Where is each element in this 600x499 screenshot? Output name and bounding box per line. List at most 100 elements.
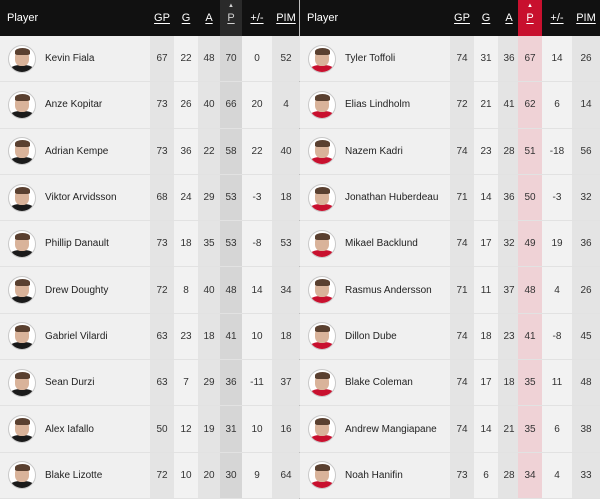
plusminus-cell: 6 — [554, 423, 560, 435]
gp-cell: 71 — [450, 174, 474, 221]
left-stats-table: Player GP G A ▲ P +/- PIM Kevin Fiala 67 2… — [0, 0, 300, 499]
player-name-link[interactable]: Mikael Backlund — [345, 238, 418, 250]
a-column-header[interactable]: A — [505, 12, 513, 24]
p-column-header[interactable]: ▲ P — [220, 0, 242, 36]
plusminus-cell: -8 — [252, 238, 262, 250]
player-headshot-icon — [308, 461, 336, 490]
player-headshot-icon — [308, 183, 336, 212]
pim-cell: 26 — [572, 36, 600, 82]
player-name-link[interactable]: Andrew Mangiapane — [345, 423, 437, 435]
table-row[interactable]: Blake Coleman 74 17 18 35 11 48 — [300, 360, 600, 407]
plusminus-cell: 9 — [254, 469, 260, 481]
table-row[interactable]: Drew Doughty 72 8 40 48 14 34 — [0, 267, 300, 314]
a-cell: 28 — [498, 128, 520, 174]
player-name-link[interactable]: Kevin Fiala — [45, 53, 95, 65]
table-row[interactable]: Andrew Mangiapane 74 14 21 35 6 38 — [300, 406, 600, 453]
player-column-header[interactable]: Player — [307, 12, 339, 24]
gp-column-header[interactable]: GP — [154, 12, 170, 24]
p-cell: 53 — [220, 221, 242, 267]
player-name-link[interactable]: Dillon Dube — [345, 330, 397, 342]
gp-cell: 74 — [450, 406, 474, 452]
table-row[interactable]: Anze Kopitar 73 26 40 66 20 4 — [0, 82, 300, 129]
p-cell: 51 — [518, 128, 542, 174]
pim-cell: 32 — [572, 174, 600, 221]
p-cell: 49 — [518, 221, 542, 267]
p-column-label: P — [526, 12, 534, 24]
sort-up-icon: ▲ — [228, 3, 234, 9]
player-name-link[interactable]: Tyler Toffoli — [345, 53, 396, 65]
table-row[interactable]: Viktor Arvidsson 68 24 29 53 -3 18 — [0, 174, 300, 222]
table-row[interactable]: Elias Lindholm 72 21 41 62 6 14 — [300, 82, 600, 129]
player-column-header[interactable]: Player — [7, 12, 39, 24]
pim-cell: 14 — [572, 82, 600, 128]
player-cell: Gabriel Vilardi — [0, 313, 150, 360]
player-headshot-icon — [308, 44, 336, 73]
table-row[interactable]: Phillip Danault 73 18 35 53 -8 53 — [0, 221, 300, 268]
table-row[interactable]: Nazem Kadri 74 23 28 51 -18 56 — [300, 128, 600, 175]
plusminus-cell: -8 — [552, 330, 562, 342]
plusminus-cell: -11 — [250, 377, 264, 389]
player-name-link[interactable]: Phillip Danault — [45, 238, 109, 250]
player-name-link[interactable]: Nazem Kadri — [345, 145, 403, 157]
player-name-link[interactable]: Sean Durzi — [45, 377, 95, 389]
table-row[interactable]: Dillon Dube 74 18 23 41 -8 45 — [300, 313, 600, 361]
plusminus-cell: 10 — [251, 423, 263, 435]
g-column-header[interactable]: G — [181, 12, 191, 24]
gp-cell: 73 — [150, 128, 174, 174]
table-row[interactable]: Gabriel Vilardi 63 23 18 41 10 18 — [0, 313, 300, 361]
p-cell: 66 — [220, 82, 242, 128]
player-name-link[interactable]: Blake Coleman — [345, 377, 413, 389]
gp-cell: 50 — [150, 406, 174, 452]
pim-cell: 34 — [272, 267, 300, 313]
player-headshot-icon — [8, 276, 36, 305]
pim-column-header[interactable]: PIM — [576, 12, 596, 24]
player-name-link[interactable]: Noah Hanifin — [345, 469, 403, 481]
player-name-link[interactable]: Drew Doughty — [45, 284, 109, 296]
gp-cell: 71 — [450, 267, 474, 313]
player-cell: Viktor Arvidsson — [0, 174, 150, 221]
player-name-link[interactable]: Gabriel Vilardi — [45, 330, 108, 342]
player-name-link[interactable]: Adrian Kempe — [45, 145, 109, 157]
player-name-link[interactable]: Rasmus Andersson — [345, 284, 432, 296]
a-column-header[interactable]: A — [205, 12, 213, 24]
player-name-link[interactable]: Alex Iafallo — [45, 423, 94, 435]
pim-cell: 48 — [572, 360, 600, 406]
table-row[interactable]: Blake Lizotte 72 10 20 30 9 64 — [0, 452, 300, 499]
table-header: Player GP G A ▲ P +/- PIM — [0, 0, 299, 36]
p-cell: 62 — [518, 82, 542, 128]
p-column-header[interactable]: ▲ P — [518, 0, 542, 36]
table-row[interactable]: Kevin Fiala 67 22 48 70 0 52 — [0, 36, 300, 83]
p-cell: 41 — [220, 313, 242, 360]
player-headshot-icon — [308, 368, 336, 397]
player-name-link[interactable]: Elias Lindholm — [345, 99, 411, 111]
table-row[interactable]: Sean Durzi 63 7 29 36 -11 37 — [0, 360, 300, 407]
table-row[interactable]: Mikael Backlund 74 17 32 49 19 36 — [300, 221, 600, 268]
player-cell: Phillip Danault — [0, 221, 150, 267]
g-column-header[interactable]: G — [481, 12, 491, 24]
player-headshot-icon — [8, 137, 36, 166]
table-row[interactable]: Noah Hanifin 73 6 28 34 4 33 — [300, 452, 600, 499]
player-name-link[interactable]: Viktor Arvidsson — [45, 192, 117, 204]
sort-up-icon: ▲ — [527, 3, 533, 9]
table-row[interactable]: Adrian Kempe 73 36 22 58 22 40 — [0, 128, 300, 175]
player-name-link[interactable]: Blake Lizotte — [45, 469, 103, 481]
table-row[interactable]: Tyler Toffoli 74 31 36 67 14 26 — [300, 36, 600, 83]
gp-column-header[interactable]: GP — [454, 12, 470, 24]
a-cell: 36 — [498, 36, 520, 82]
player-name-link[interactable]: Anze Kopitar — [45, 99, 103, 111]
player-cell: Alex Iafallo — [0, 406, 150, 452]
a-cell: 19 — [198, 406, 220, 452]
table-row[interactable]: Alex Iafallo 50 12 19 31 10 16 — [0, 406, 300, 453]
p-cell: 70 — [220, 36, 242, 82]
pim-column-header[interactable]: PIM — [276, 12, 296, 24]
plusminus-column-header[interactable]: +/- — [250, 12, 264, 24]
player-cell: Elias Lindholm — [300, 82, 450, 128]
player-name-link[interactable]: Jonathan Huberdeau — [345, 192, 439, 204]
table-row[interactable]: Jonathan Huberdeau 71 14 36 50 -3 32 — [300, 174, 600, 222]
table-row[interactable]: Rasmus Andersson 71 11 37 48 4 26 — [300, 267, 600, 314]
g-cell: 11 — [480, 284, 492, 296]
p-cell: 50 — [518, 174, 542, 221]
plusminus-column-header[interactable]: +/- — [550, 12, 564, 24]
gp-cell: 74 — [450, 128, 474, 174]
a-cell: 23 — [498, 313, 520, 360]
